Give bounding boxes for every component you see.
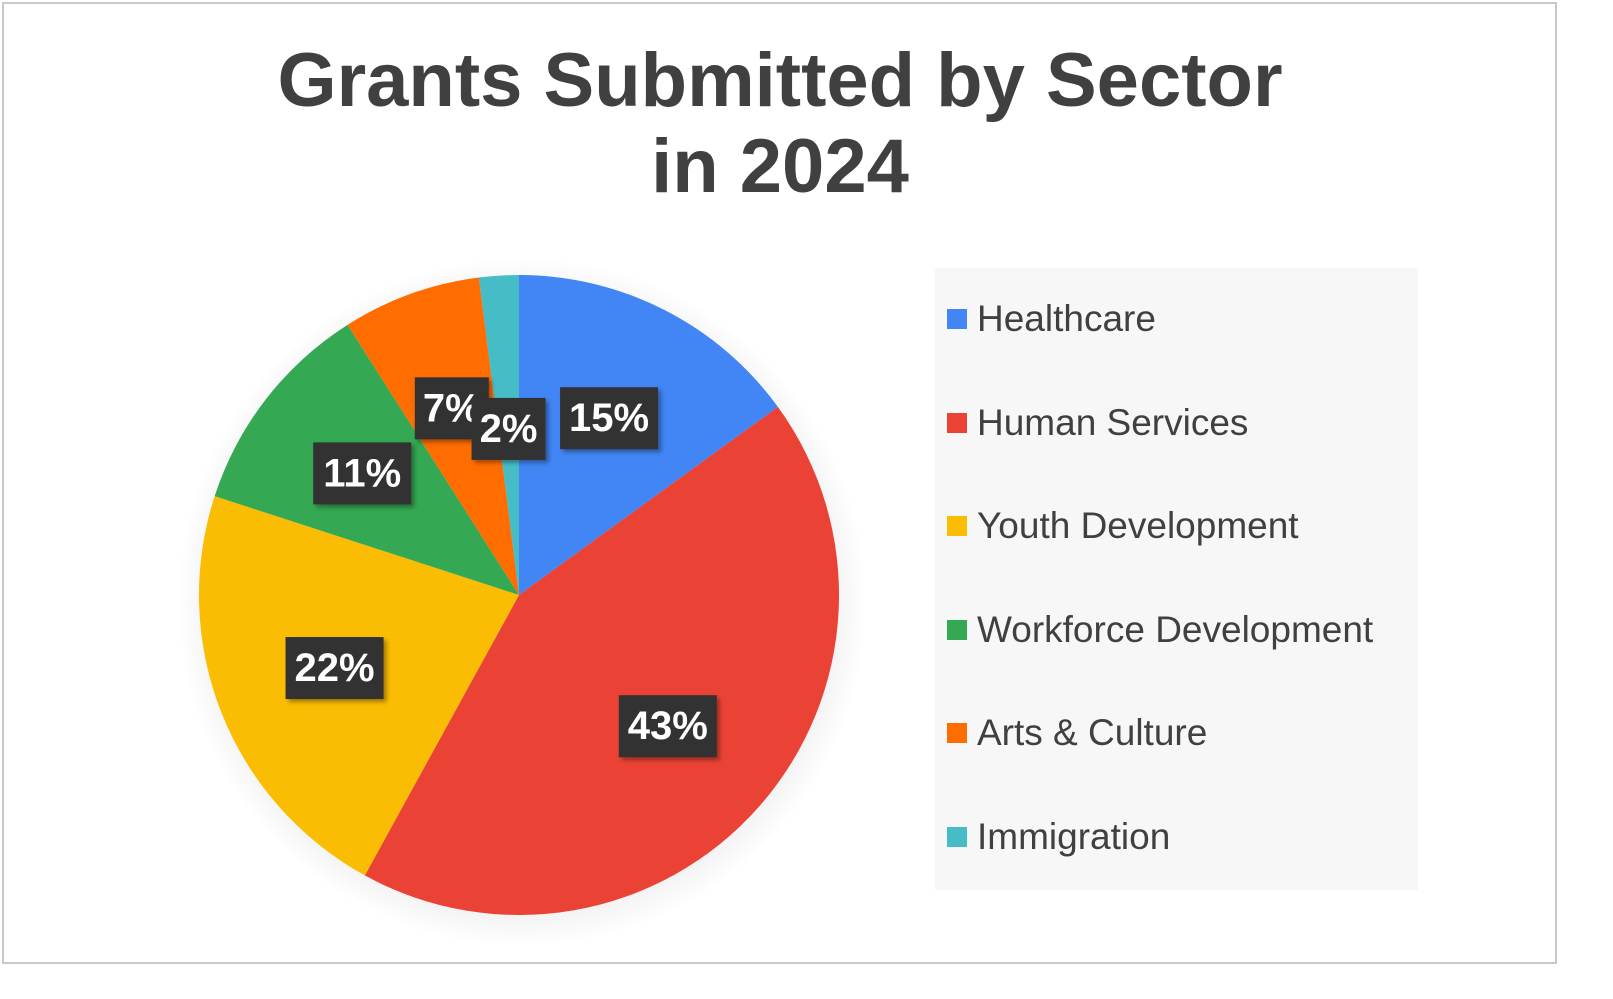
data-label-box (471, 397, 546, 460)
data-label-text: 43% (628, 704, 708, 748)
legend-swatch (947, 827, 967, 847)
data-label-text: 7% (423, 386, 481, 430)
legend-item-immigration: Immigration (947, 816, 1171, 857)
data-label-box (313, 442, 412, 505)
legend-item-arts-and-culture: Arts & Culture (947, 712, 1208, 754)
chart-title-line-1: Grants Submitted by Sector (277, 38, 1283, 123)
pie-slices (198, 275, 839, 916)
legend-label: Youth Development (977, 505, 1299, 547)
legend-swatch (947, 619, 967, 640)
data-label-youth-development: 22% (285, 637, 384, 700)
chart-legend: Healthcare Human Services Youth Developmen… (935, 268, 1418, 890)
legend-item-workforce-development: Workforce Development (947, 608, 1374, 650)
data-label-immigration: 2% (471, 397, 546, 460)
legend-label: Workforce Development (977, 608, 1374, 650)
data-label-box (618, 695, 717, 758)
legend-swatch (947, 516, 967, 537)
data-label-text: 22% (295, 646, 375, 690)
pie-slice-human-services (364, 406, 839, 916)
legend-item-youth-development: Youth Development (947, 505, 1299, 547)
pie-data-labels: 15% 43% 22% 11% 7%2% (285, 377, 717, 758)
data-label-text: 11% (323, 451, 401, 495)
legend-swatch (947, 412, 967, 433)
legend-swatch (947, 309, 967, 329)
legend-item-human-services: Human Services (947, 401, 1249, 443)
legend-label: Arts & Culture (977, 712, 1208, 754)
legend-label: Human Services (977, 401, 1249, 443)
data-label-box (285, 637, 384, 700)
legend-label: Healthcare (977, 298, 1156, 339)
data-label-healthcare: 15% (560, 387, 659, 450)
legend-item-healthcare: Healthcare (947, 298, 1156, 339)
data-label-box (560, 387, 659, 450)
legend-label: Immigration (977, 816, 1171, 857)
legend-swatch (947, 723, 967, 744)
data-label-workforce-development: 11% (313, 442, 412, 505)
data-label-human-services: 43% (618, 695, 717, 758)
data-label-text: 15% (569, 396, 649, 440)
chart-title: Grants Submitted by Sector in 2024 (0, 38, 1560, 210)
chart-title-line-2: in 2024 (651, 124, 909, 209)
data-label-text: 2% (480, 407, 538, 451)
